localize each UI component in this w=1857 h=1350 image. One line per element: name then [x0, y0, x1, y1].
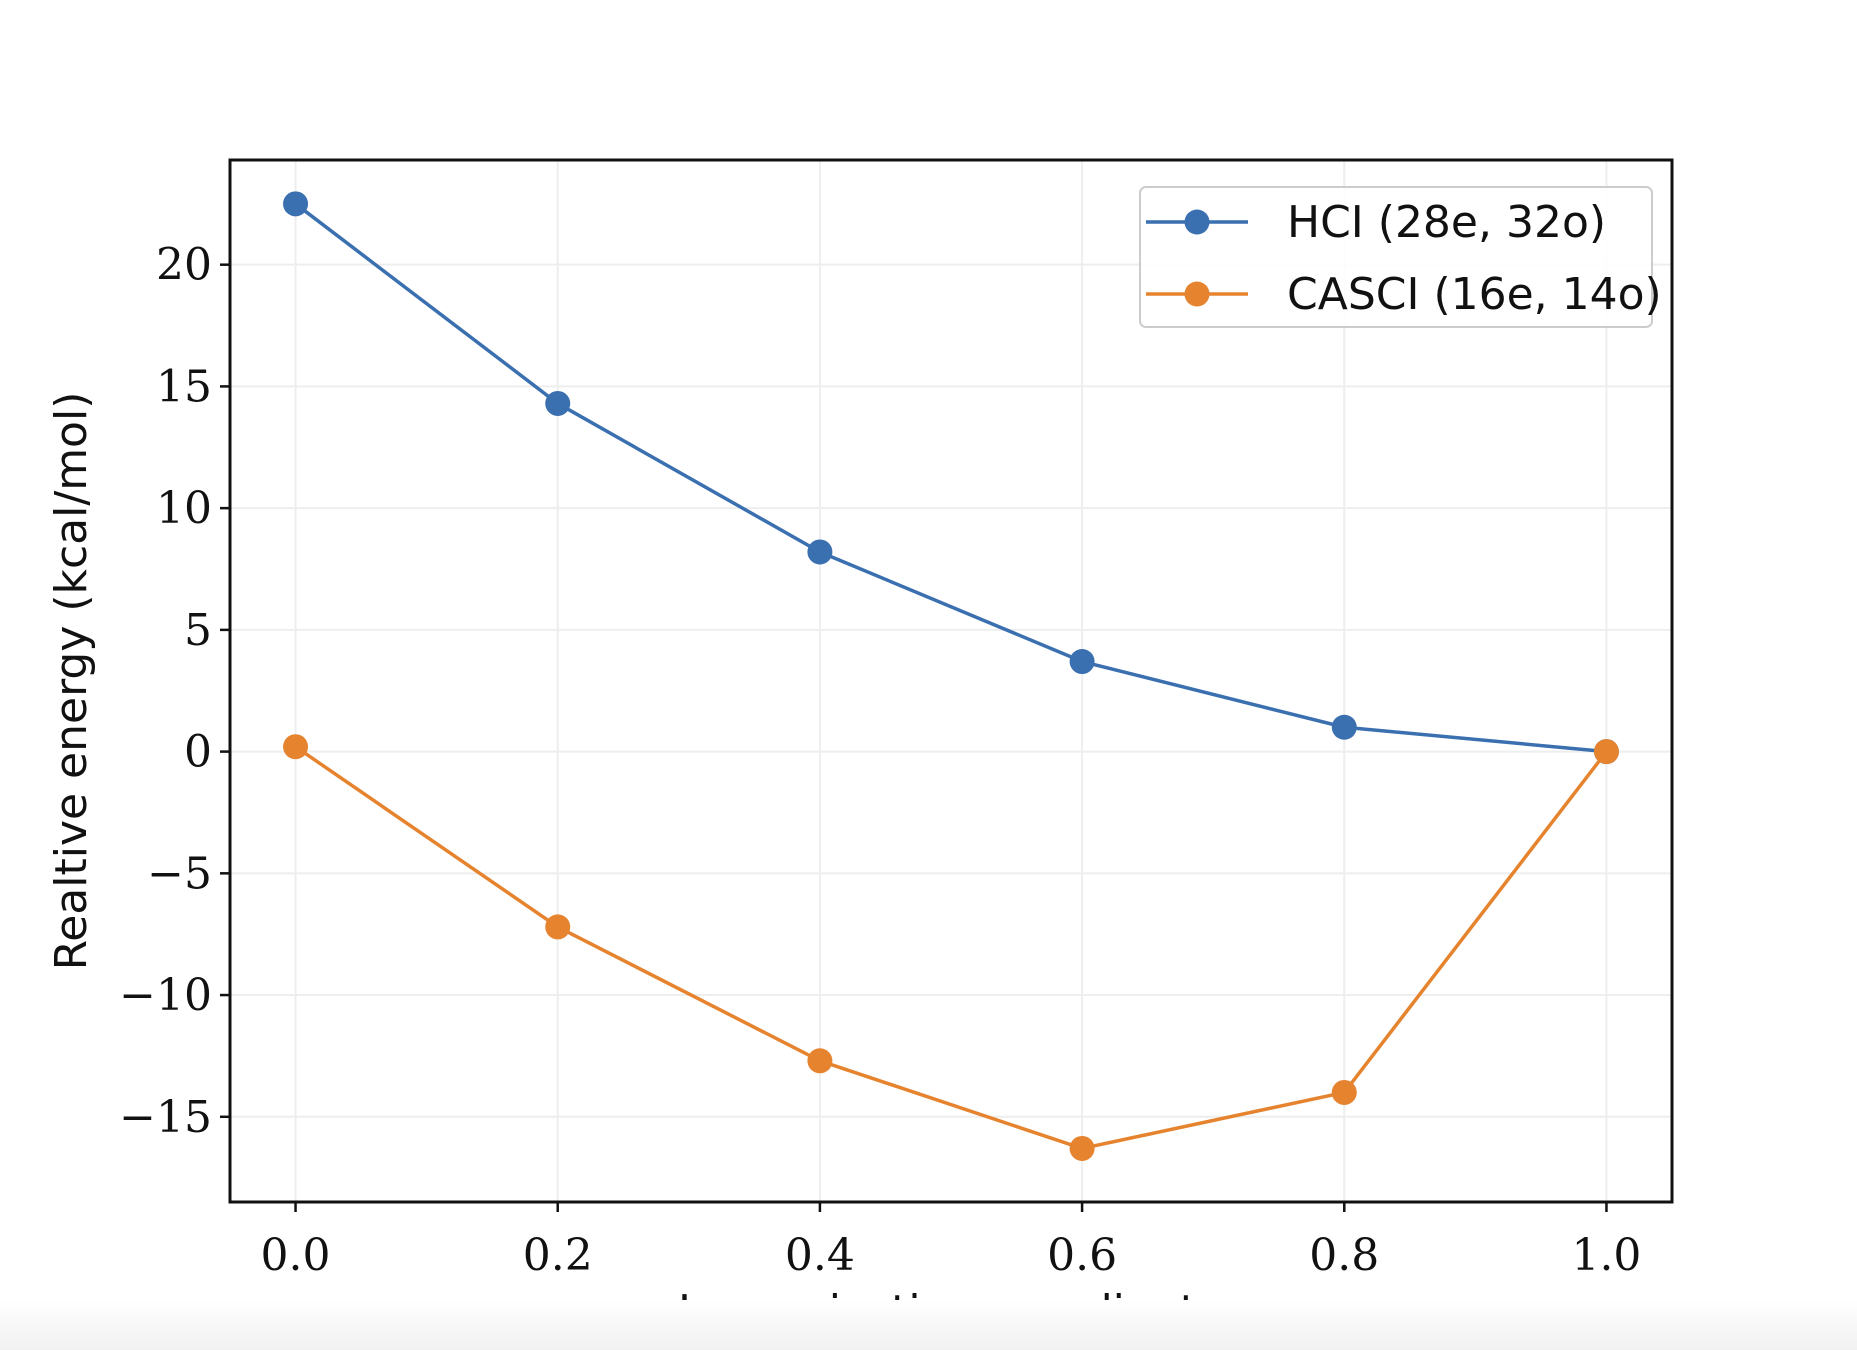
data-point [807, 1048, 832, 1073]
series-1 [283, 734, 1619, 1161]
bottom-fade [0, 1300, 1857, 1350]
x-tick-label: 0.4 [785, 1230, 855, 1281]
y-tick-label: 5 [184, 605, 212, 656]
series-layer [283, 191, 1619, 1161]
legend: HCI (28e, 32o) CASCI (16e, 14o) [1140, 187, 1662, 327]
y-axis: 20 15 10 5 0 −5 −10 −15 [119, 240, 230, 1143]
y-tick-label: 10 [156, 483, 212, 534]
y-tick-label: −5 [147, 848, 212, 899]
data-point [545, 914, 570, 939]
data-point [1070, 1136, 1095, 1161]
data-point [807, 539, 832, 564]
y-tick-label: −10 [119, 970, 212, 1021]
data-point [1332, 1080, 1357, 1105]
chart: 0.00.20.40.60.81.0 20151050−5−10−15 Isom… [0, 0, 1857, 1350]
y-tick-label: −15 [119, 1092, 212, 1143]
x-tick-label: 0.2 [523, 1230, 593, 1281]
data-point [1070, 649, 1095, 674]
x-tick-label: 1.0 [1571, 1230, 1641, 1281]
series-line [296, 747, 1607, 1149]
x-axis: 0.0 0.2 0.4 0.6 0.8 1.0 [261, 1202, 1642, 1281]
legend-marker [1185, 210, 1210, 235]
data-point [1594, 739, 1619, 764]
legend-label: HCI (28e, 32o) [1287, 197, 1606, 248]
x-tick-label: 0.6 [1047, 1230, 1117, 1281]
data-point [545, 391, 570, 416]
data-point [283, 191, 308, 216]
x-tick-label: 0.8 [1309, 1230, 1379, 1281]
y-tick-label: 15 [156, 361, 212, 412]
data-point [283, 734, 308, 759]
y-tick-label: 0 [184, 727, 212, 778]
data-point [1332, 715, 1357, 740]
legend-label: CASCI (16e, 14o) [1287, 269, 1662, 320]
chart-svg: 0.00.20.40.60.81.0 20151050−5−10−15 Isom… [0, 0, 1857, 1350]
y-tick-label: 20 [156, 240, 212, 291]
legend-marker [1185, 282, 1210, 307]
x-tick-label: 0.0 [261, 1230, 331, 1281]
y-axis-label: Realtive energy (kcal/mol) [46, 392, 97, 971]
